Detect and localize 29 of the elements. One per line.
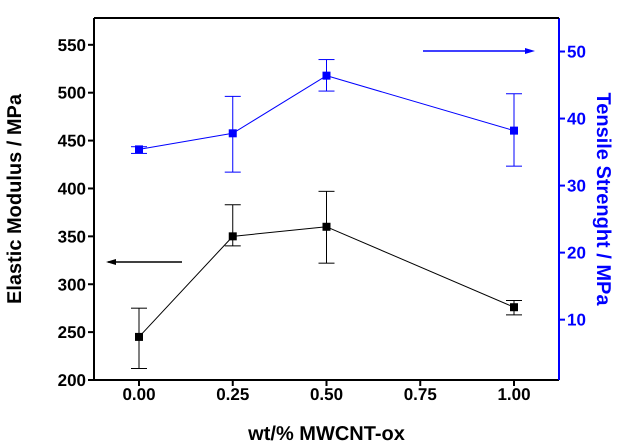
point bbox=[228, 129, 237, 138]
point bbox=[228, 232, 237, 240]
point bbox=[510, 303, 518, 312]
y2-tick-label: 50 bbox=[567, 42, 586, 62]
y-tick-label: 200 bbox=[58, 371, 86, 390]
point bbox=[135, 145, 143, 154]
y-tick-label: 450 bbox=[58, 132, 86, 151]
y-tick-label: 250 bbox=[58, 323, 86, 342]
y-axis-title: Elastic Modulus / MPa bbox=[4, 93, 26, 304]
x-tick-label: 0.50 bbox=[310, 385, 344, 404]
y-tick-label: 500 bbox=[58, 84, 86, 103]
x-tick-label: 0.75 bbox=[404, 385, 437, 404]
y2-tick-label: 10 bbox=[567, 310, 586, 330]
point bbox=[322, 72, 330, 80]
y2-tick-label: 30 bbox=[567, 176, 586, 196]
x-tick-label: 0.25 bbox=[216, 385, 250, 404]
y-tick-label: 300 bbox=[58, 275, 86, 294]
y2-tick-label: 20 bbox=[567, 244, 586, 263]
y2-tick-label: 40 bbox=[567, 110, 586, 129]
y2-axis-title: Tensile Strenght / MPa bbox=[592, 92, 614, 306]
x-axis-title: wt/% MWCNT-ox bbox=[247, 423, 405, 442]
point bbox=[135, 332, 143, 341]
point bbox=[510, 126, 518, 135]
y-tick-label: 350 bbox=[58, 227, 86, 246]
x-tick-label: 1.00 bbox=[497, 385, 531, 404]
y-tick-label: 400 bbox=[58, 180, 86, 198]
x-tick-label: 0.00 bbox=[122, 385, 156, 404]
y-tick-label: 550 bbox=[58, 36, 86, 55]
point bbox=[322, 222, 330, 231]
